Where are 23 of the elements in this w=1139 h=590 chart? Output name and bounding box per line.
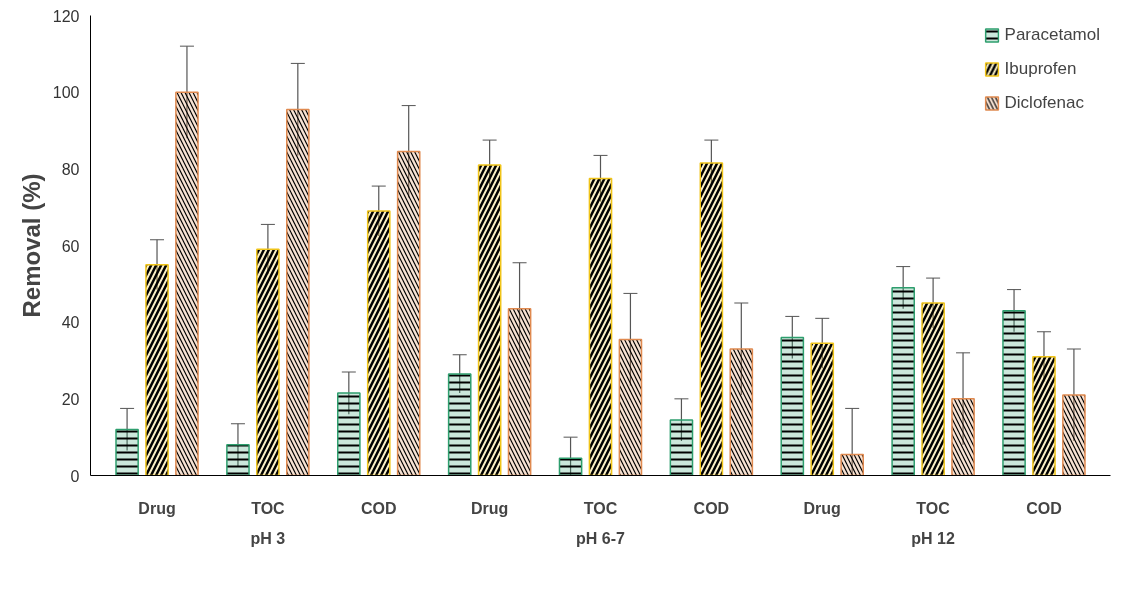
y-tick-label: 120 (52, 7, 80, 25)
x-tick-label: TOC (916, 499, 951, 517)
y-tick-label: 0 (70, 467, 80, 485)
x-tick-label: COD (1026, 499, 1062, 517)
x-tick-label: Drug (138, 499, 176, 517)
x-tick-label: COD (360, 499, 397, 517)
y-axis-title: Removal (%) (17, 173, 45, 318)
y-tick-label: 100 (52, 84, 80, 102)
legend-label: Diclofenac (1004, 93, 1084, 113)
y-tick-label: 60 (61, 237, 80, 255)
y-tick-label: 20 (61, 390, 80, 408)
text: pH 12 (911, 529, 955, 547)
y-tick-label: 40 (61, 314, 80, 332)
x-tick-label: TOC (251, 499, 286, 517)
text: pH 6-7 (576, 529, 626, 547)
y-tick-label: 80 (61, 160, 80, 178)
x-tick-label: Drug (470, 499, 509, 517)
x-tick-label: Drug (803, 499, 841, 517)
x-tick-label: COD (693, 499, 730, 517)
x-tick-label: TOC (583, 499, 618, 517)
text: pH 3 (250, 529, 286, 547)
legend-label: Paracetamol (1004, 25, 1100, 45)
legend-label: Ibuprofen (1004, 59, 1077, 79)
